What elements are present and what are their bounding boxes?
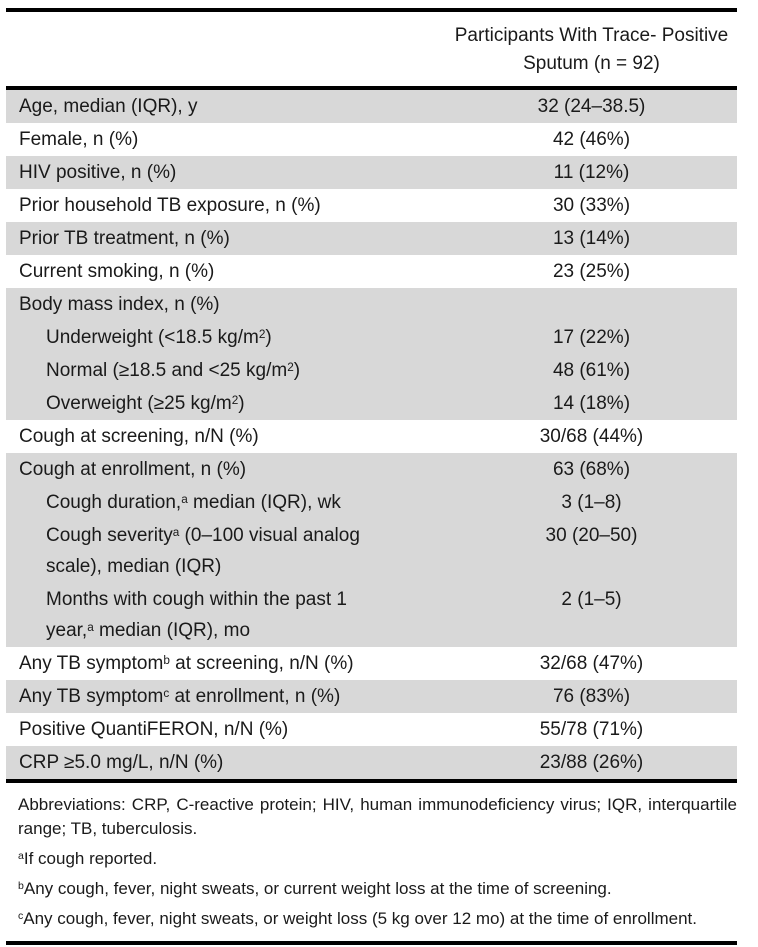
- table-row: Cough at screening, n/N (%) 30/68 (44%): [6, 420, 737, 453]
- footnote-c: cAny cough, fever, night sweats, or weig…: [18, 909, 697, 928]
- row-value: 30 (33%): [552, 195, 631, 216]
- row-value: 63 (68%): [552, 459, 631, 480]
- row-label: Underweight (<18.5 kg/m2): [46, 327, 272, 348]
- table-row: Current smoking, n (%) 23 (25%): [6, 255, 737, 288]
- row-label: Cough at screening, n/N (%): [19, 426, 259, 447]
- row-value: 48 (61%): [552, 360, 631, 381]
- table-row: Body mass index, n (%): [6, 288, 737, 321]
- table-header-rule: [6, 86, 737, 90]
- row-value: 17 (22%): [552, 327, 631, 348]
- row-value: 23 (25%): [552, 261, 631, 282]
- row-label: Normal (≥18.5 and <25 kg/m2): [46, 360, 301, 381]
- table-row: Overweight (≥25 kg/m2) 14 (18%): [6, 387, 737, 420]
- header-line-1: Participants With Trace- Positive: [454, 25, 729, 46]
- header-label-column-spacer: [6, 22, 391, 78]
- table-row: Underweight (<18.5 kg/m2) 17 (22%): [6, 321, 737, 354]
- footnote-abbreviations: Abbreviations: CRP, C-reactive protein; …: [18, 795, 737, 838]
- row-value: 13 (14%): [552, 228, 631, 249]
- table-row: Cough duration,a median (IQR), wk 3 (1–8…: [6, 486, 737, 519]
- row-value: 11 (12%): [553, 162, 630, 183]
- row-label: Prior TB treatment, n (%): [19, 228, 230, 249]
- table-bottom-rule: [6, 779, 737, 783]
- row-value: 76 (83%): [552, 686, 631, 707]
- row-value: 30/68 (44%): [539, 426, 644, 447]
- row-value: 14 (18%): [552, 393, 631, 414]
- row-value: 42 (46%): [552, 129, 631, 150]
- table-row: Months with cough within the past 1 year…: [6, 583, 737, 647]
- table-row: Any TB symptomb at screening, n/N (%) 32…: [6, 647, 737, 680]
- footnote-b: bAny cough, fever, night sweats, or curr…: [18, 879, 612, 898]
- row-value: 3 (1–8): [561, 492, 622, 513]
- table-row: Prior TB treatment, n (%) 13 (14%): [6, 222, 737, 255]
- row-label: Any TB symptomc at enrollment, n (%): [19, 686, 341, 707]
- header-line-2: Sputum (n = 92): [523, 53, 660, 74]
- table-row: Any TB symptomc at enrollment, n (%) 76 …: [6, 680, 737, 713]
- row-label: CRP ≥5.0 mg/L, n/N (%): [19, 752, 224, 773]
- footnote-a: aIf cough reported.: [18, 849, 158, 868]
- row-label: Cough at enrollment, n (%): [19, 459, 247, 480]
- row-label: Any TB symptomb at screening, n/N (%): [19, 653, 354, 674]
- table-header-row: Participants With Trace- Positive Sputum…: [6, 12, 737, 86]
- table-row: Normal (≥18.5 and <25 kg/m2) 48 (61%): [6, 354, 737, 387]
- row-value: 2 (1–5): [561, 589, 622, 610]
- row-label: HIV positive, n (%): [19, 162, 177, 183]
- participants-table: Participants With Trace- Positive Sputum…: [6, 8, 737, 783]
- row-value: 55/78 (71%): [539, 719, 644, 740]
- table-row: Cough severitya (0–100 visual analog sca…: [6, 519, 737, 583]
- row-label: Female, n (%): [19, 129, 139, 150]
- row-label: Overweight (≥25 kg/m2): [46, 393, 245, 414]
- row-label: Body mass index, n (%): [19, 294, 220, 315]
- row-value: 23/88 (26%): [539, 752, 644, 773]
- row-value: 32 (24–38.5): [537, 96, 646, 117]
- table-top-rule: [6, 8, 737, 12]
- row-value: 32/68 (47%): [539, 653, 644, 674]
- row-label: Age, median (IQR), y: [19, 96, 198, 117]
- table-row: Prior household TB exposure, n (%) 30 (3…: [6, 189, 737, 222]
- row-label: Cough duration,a median (IQR), wk: [46, 492, 341, 513]
- row-label: Positive QuantiFERON, n/N (%): [19, 719, 289, 740]
- table-row: Age, median (IQR), y 32 (24–38.5): [6, 90, 737, 123]
- table-row: CRP ≥5.0 mg/L, n/N (%) 23/88 (26%): [6, 746, 737, 779]
- header-value-column: Participants With Trace- Positive Sputum…: [391, 22, 737, 78]
- row-label: Current smoking, n (%): [19, 261, 215, 282]
- table-row: Female, n (%) 42 (46%): [6, 123, 737, 156]
- page-bottom-rule: [6, 941, 737, 945]
- table-footnotes: Abbreviations: CRP, C-reactive protein; …: [6, 793, 737, 931]
- row-label: Prior household TB exposure, n (%): [19, 195, 321, 216]
- row-label: Months with cough within the past 1 year…: [46, 589, 348, 641]
- row-label: Cough severitya (0–100 visual analog sca…: [46, 525, 360, 577]
- table-row: Positive QuantiFERON, n/N (%) 55/78 (71%…: [6, 713, 737, 746]
- table-row: HIV positive, n (%) 11 (12%): [6, 156, 737, 189]
- row-value: 30 (20–50): [545, 525, 638, 546]
- table-row: Cough at enrollment, n (%) 63 (68%): [6, 453, 737, 486]
